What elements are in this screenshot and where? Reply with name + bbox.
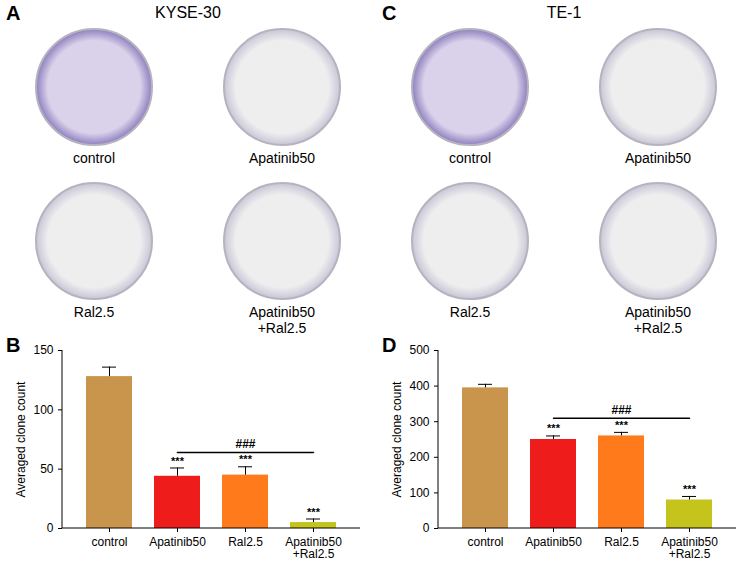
html-text:Apatinib50 +Ral2.5: Apatinib50 +Ral2.5	[248, 304, 316, 336]
html-text:Apatinib50: Apatinib50	[624, 150, 692, 166]
svg-text:50: 50	[40, 462, 54, 476]
html-text:A: A	[6, 2, 21, 24]
svg-text:100: 100	[409, 486, 429, 500]
svg-text:400: 400	[409, 379, 429, 393]
svg-text:0: 0	[423, 521, 430, 535]
html-text:KYSE-30: KYSE-30	[155, 4, 221, 21]
html-text:B: B	[6, 334, 21, 356]
svg-text:Averaged clone count: Averaged clone count	[390, 381, 404, 498]
svg-text:***: ***	[239, 453, 253, 465]
svg-text:***: ***	[547, 422, 561, 434]
svg-text:***: ***	[307, 506, 321, 518]
svg-text:control: control	[467, 535, 503, 549]
svg-text:150: 150	[33, 343, 53, 357]
html-text:Apatinib50: Apatinib50	[248, 150, 316, 166]
svg-text:500: 500	[409, 343, 429, 357]
svg-text:0: 0	[47, 521, 54, 535]
html-text:Ral2.5: Ral2.5	[449, 304, 491, 320]
svg-text:200: 200	[409, 450, 429, 464]
svg-text:300: 300	[409, 415, 429, 429]
html-text:control: control	[73, 150, 115, 166]
html-text:D: D	[382, 334, 397, 356]
svg-text:***: ***	[171, 455, 185, 467]
svg-text:Ral2.5: Ral2.5	[228, 535, 263, 549]
svg-text:Apatinib50: Apatinib50	[149, 535, 206, 549]
svg-text:control: control	[91, 535, 127, 549]
svg-text:Ral2.5: Ral2.5	[604, 535, 639, 549]
svg-text:Averaged clone count: Averaged clone count	[14, 381, 28, 498]
svg-text:***: ***	[615, 419, 629, 431]
svg-text:###: ###	[611, 403, 631, 417]
html-text:C: C	[382, 2, 397, 24]
svg-text:***: ***	[683, 483, 697, 495]
svg-text:Apatinib50: Apatinib50	[525, 535, 582, 549]
html-text:Ral2.5: Ral2.5	[73, 304, 115, 320]
svg-text:###: ###	[235, 437, 255, 451]
html-text:TE-1: TE-1	[546, 4, 582, 21]
svg-text:100: 100	[33, 403, 53, 417]
svg-text:Apatinib50+Ral2.5: Apatinib50+Ral2.5	[661, 535, 718, 561]
html-text:Apatinib50 +Ral2.5: Apatinib50 +Ral2.5	[624, 304, 692, 336]
html-text:control: control	[449, 150, 491, 166]
svg-text:Apatinib50+Ral2.5: Apatinib50+Ral2.5	[285, 535, 342, 561]
